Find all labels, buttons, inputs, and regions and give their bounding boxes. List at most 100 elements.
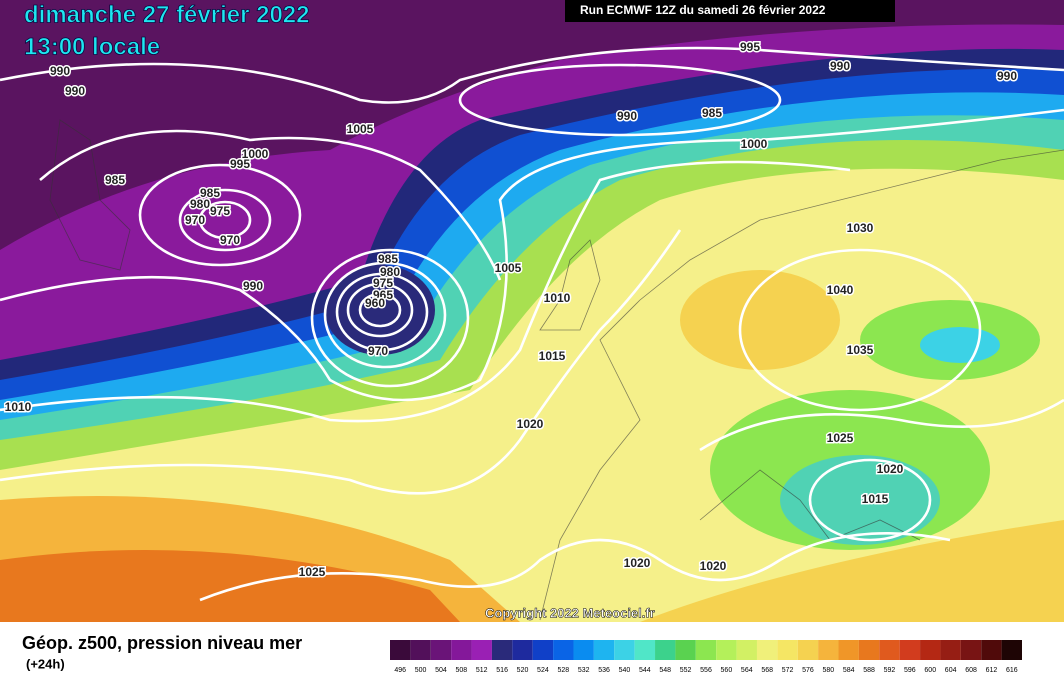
colorbar-swatch	[695, 640, 717, 660]
isobar-label: 990	[65, 84, 85, 98]
isobar-label: 1005	[347, 122, 374, 136]
colorbar-label: 500	[415, 667, 427, 674]
colorbar-swatch	[451, 640, 472, 660]
isobar-label: 990	[830, 59, 850, 73]
isobar-label: 990	[50, 64, 70, 78]
colorbar-label: 604	[945, 667, 957, 674]
colorbar-label: 568	[761, 667, 773, 674]
colorbar-swatch	[838, 640, 859, 660]
colorbar-swatch	[553, 640, 574, 660]
isobar-label: 1010	[544, 291, 571, 305]
colorbar-label: 608	[965, 667, 977, 674]
colorbar-label: 508	[456, 667, 468, 674]
colorbar-label: 504	[435, 667, 447, 674]
colorbar-label: 580	[822, 667, 834, 674]
colorbar-label: 612	[986, 667, 998, 674]
isobar-label: 990	[997, 69, 1017, 83]
run-text: Run ECMWF 12Z du samedi 26 février 2022	[580, 3, 826, 17]
colorbar-swatch	[960, 640, 982, 660]
colorbar-swatch	[1001, 640, 1022, 660]
isobars	[0, 46, 1064, 602]
colorbar-swatch	[736, 640, 757, 660]
isobar-label: 1000	[741, 137, 768, 151]
colorbar-swatch	[532, 640, 554, 660]
colorbar-label: 544	[639, 667, 651, 674]
colorbar-label: 564	[741, 667, 753, 674]
colorbar-label: 600	[924, 667, 936, 674]
coastlines	[49, 119, 1064, 621]
colorbar-swatch	[797, 640, 819, 660]
colorbar-swatch	[879, 640, 900, 660]
colorbar-swatch	[981, 640, 1002, 660]
isobar-label: 970	[220, 233, 240, 247]
colorbar-label: 588	[863, 667, 875, 674]
isobar-label: 975	[373, 276, 393, 290]
isobar-label: 990	[617, 109, 637, 123]
isobar-label: 1020	[624, 556, 651, 570]
colorbar: 496 500 504 508 512 516 520 524 528 532 536 540 544 5…	[390, 640, 1022, 674]
isobar-label: 975	[210, 204, 230, 218]
colorbar-label: 528	[557, 667, 569, 674]
colorbar-label: 596	[904, 667, 916, 674]
colorbar-label: 520	[517, 667, 529, 674]
colorbar-label: 496	[394, 667, 406, 674]
isobar-label: 1035	[847, 343, 874, 357]
colorbar-swatch	[573, 640, 594, 660]
colorbar-label: 536	[598, 667, 610, 674]
isobar-label: 1010	[5, 400, 32, 414]
isobar-label: 990	[243, 279, 263, 293]
isobar-label: 1025	[827, 431, 854, 445]
isobar-label: 985	[105, 173, 125, 187]
colorbar-label: 540	[619, 667, 631, 674]
colorbar-label: 524	[537, 667, 549, 674]
colorbar-label: 512	[476, 667, 488, 674]
colorbar-swatch	[675, 640, 696, 660]
color-fields	[0, 0, 1064, 622]
isobar-label: 1040	[827, 283, 854, 297]
caption: Géop. z500, pression niveau mer	[22, 633, 302, 653]
colorbar-swatch	[756, 640, 778, 660]
isobar-label: 1020	[517, 417, 544, 431]
colorbar-swatch	[634, 640, 656, 660]
colorbar-swatch	[899, 640, 921, 660]
colorbar-swatch	[512, 640, 533, 660]
isobar-label: 985	[378, 252, 398, 266]
isobar-label: 965	[373, 288, 393, 302]
colorbar-swatch	[593, 640, 615, 660]
isobar-label: 1015	[539, 349, 566, 363]
isobar-label: 980	[380, 265, 400, 279]
isobar-label: 985	[702, 106, 722, 120]
isobar-label: 970	[185, 213, 205, 227]
isobar-label: 995	[740, 40, 760, 54]
isobar-label: 985	[200, 186, 220, 200]
colorbar-label: 584	[843, 667, 855, 674]
isobar-label: 1015	[862, 492, 889, 506]
colorbar-swatch	[818, 640, 839, 660]
colorbar-swatch	[777, 640, 798, 660]
colorbar-swatch	[858, 640, 880, 660]
colorbar-label: 592	[884, 667, 896, 674]
colorbar-label: 576	[802, 667, 814, 674]
colorbar-swatch	[716, 640, 737, 660]
isobar-label: 980	[190, 197, 210, 211]
colorbar-label: 572	[782, 667, 794, 674]
lead-time: (+24h)	[26, 656, 65, 671]
colorbar-swatch	[940, 640, 961, 660]
colorbar-swatch	[430, 640, 452, 660]
isobar-label: 970	[368, 344, 388, 358]
colorbar-label: 548	[659, 667, 671, 674]
colorbar-swatch	[410, 640, 431, 660]
colorbar-label: 516	[496, 667, 508, 674]
isobar-label: 1020	[877, 462, 904, 476]
colorbar-label: 552	[680, 667, 692, 674]
colorbar-label: 556	[700, 667, 712, 674]
colorbar-swatch	[920, 640, 941, 660]
colorbar-swatch	[471, 640, 492, 660]
colorbar-swatch	[655, 640, 676, 660]
isobar-label: 1030	[847, 221, 874, 235]
colorbar-swatch	[614, 640, 635, 660]
colorbar-swatch	[491, 640, 513, 660]
